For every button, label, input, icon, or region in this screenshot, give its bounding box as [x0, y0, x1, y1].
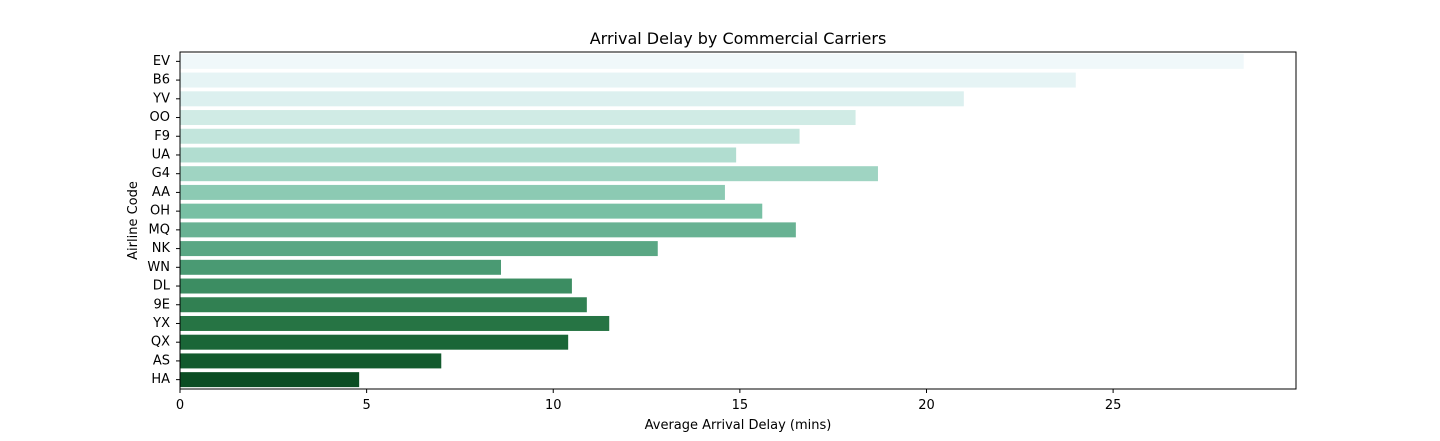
y-tick-label: G4: [152, 166, 170, 181]
bar-b6: [180, 72, 1076, 88]
bar-yv: [180, 91, 964, 107]
bar-ua: [180, 147, 737, 163]
y-tick-label: DL: [153, 279, 171, 294]
bar-wn: [180, 259, 501, 275]
y-tick-label: MQ: [149, 222, 170, 237]
y-axis: EV B6 YV OO F9 UA G4 AA OH MQ NK WN DL 9E YX QX AS HA: [147, 54, 180, 387]
y-tick-label: AS: [153, 353, 170, 368]
y-axis-label: Airline Code: [126, 181, 141, 260]
y-tick-label: 9E: [154, 297, 171, 312]
bar-ev: [180, 53, 1244, 69]
bar-g4: [180, 166, 878, 182]
x-tick-label: 5: [362, 398, 370, 413]
bar-oo: [180, 110, 856, 126]
y-tick-label: OO: [150, 110, 170, 125]
bar-mq: [180, 222, 796, 238]
bar-9e: [180, 297, 587, 313]
bar-aa: [180, 184, 725, 200]
bars-group: [180, 53, 1244, 388]
chart-title: Arrival Delay by Commercial Carriers: [590, 29, 887, 48]
x-tick-label: 0: [176, 398, 184, 413]
y-tick-label: B6: [153, 73, 170, 88]
y-tick-label: EV: [153, 54, 170, 69]
bar-as: [180, 353, 442, 369]
x-tick-label: 10: [545, 398, 562, 413]
y-tick-label: WN: [147, 260, 170, 275]
y-tick-label: YV: [152, 91, 170, 106]
plot-frame: [179, 51, 1297, 390]
bar-dl: [180, 278, 572, 294]
x-tick-label: 15: [732, 398, 749, 413]
y-tick-label: QX: [151, 335, 170, 350]
bar-f9: [180, 128, 800, 144]
y-tick-label: F9: [154, 129, 170, 144]
y-tick-label: NK: [152, 241, 171, 256]
x-axis: 0 5 10 15 20 25: [176, 389, 1122, 413]
bar-nk: [180, 241, 658, 257]
bar-yx: [180, 315, 610, 331]
y-tick-label: OH: [150, 204, 170, 219]
y-tick-label: UA: [152, 147, 171, 162]
bar-qx: [180, 334, 569, 350]
y-tick-label: YX: [152, 316, 170, 331]
x-axis-label: Average Arrival Delay (mins): [645, 418, 832, 433]
bar-ha: [180, 372, 360, 388]
x-tick-label: 20: [918, 398, 935, 413]
x-tick-label: 25: [1105, 398, 1122, 413]
bar-oh: [180, 203, 763, 219]
y-tick-label: HA: [151, 372, 170, 387]
y-tick-label: AA: [152, 185, 170, 200]
